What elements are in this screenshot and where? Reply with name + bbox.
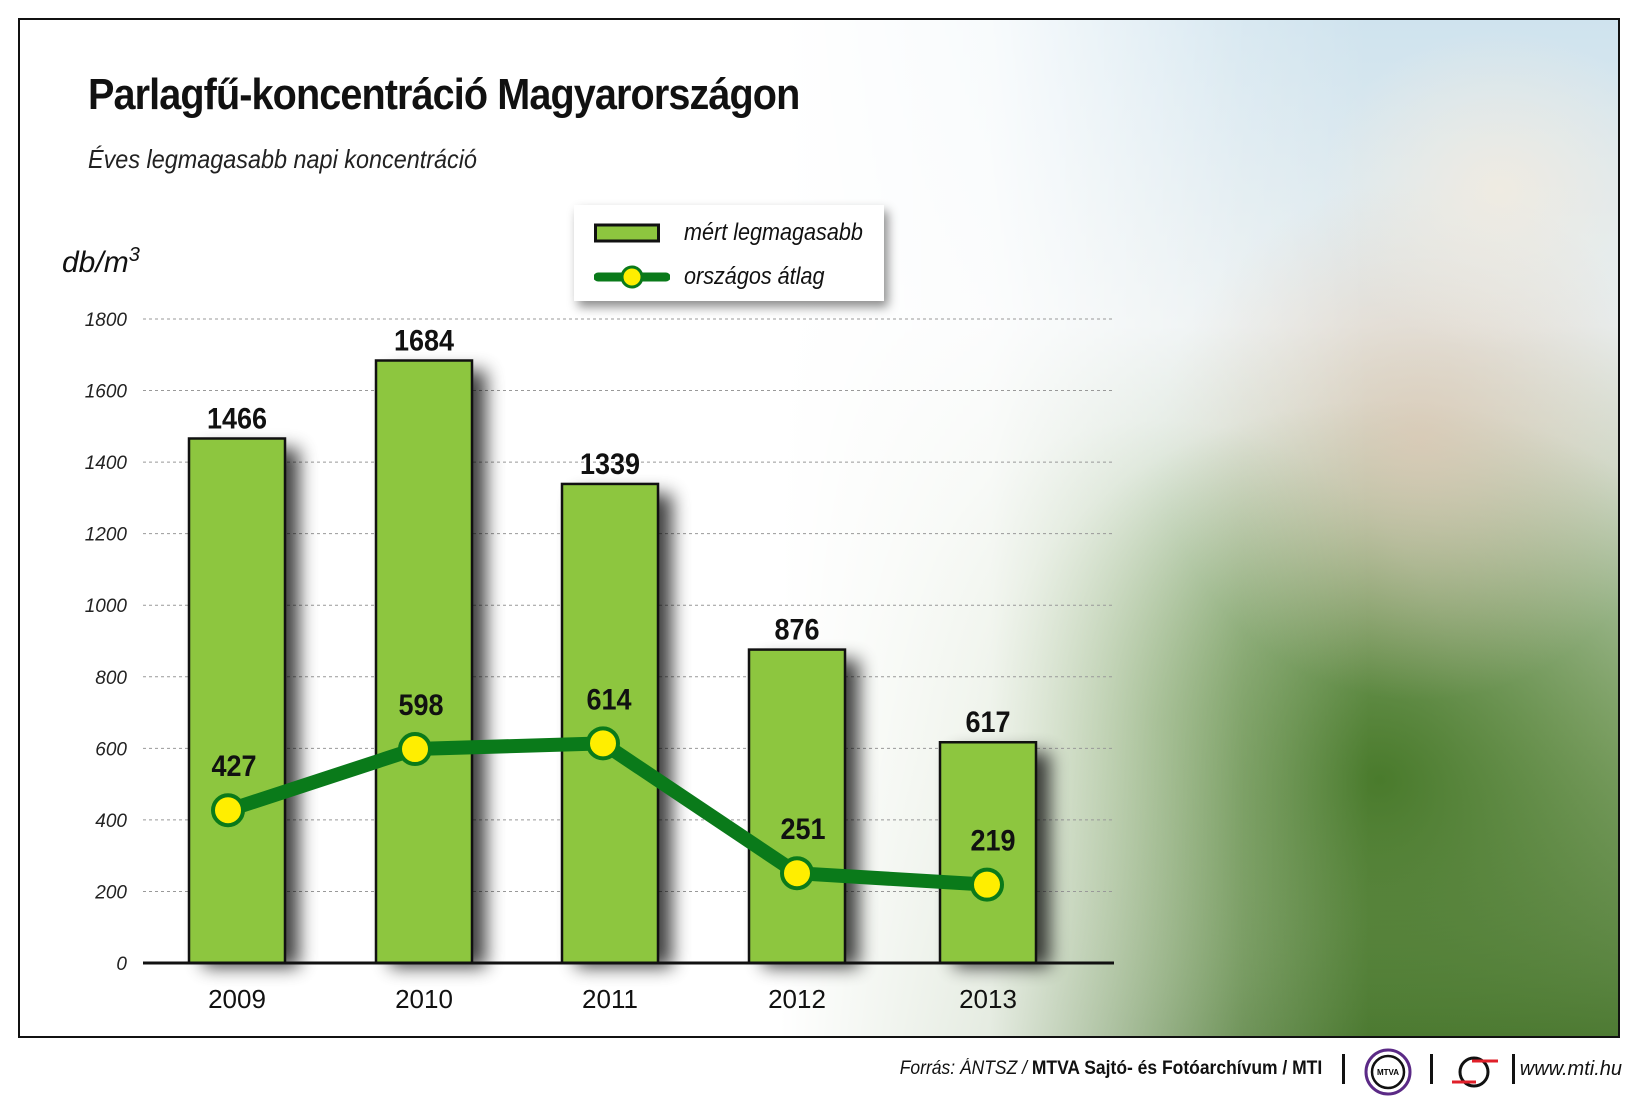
- legend-bar-swatch: [594, 223, 660, 243]
- line-value-label: 251: [780, 813, 825, 847]
- x-tick-label: 2012: [768, 984, 826, 1014]
- website-url: www.mti.hu: [1519, 1058, 1622, 1080]
- legend-label: országos átlag: [684, 263, 825, 290]
- legend: mért legmagasabb országos átlag: [574, 205, 884, 301]
- legend-line-swatch: [594, 265, 670, 289]
- y-tick-label: 1800: [85, 310, 128, 331]
- y-tick-label: 1600: [85, 382, 128, 403]
- mtva-logo-text: MTVA: [1377, 1068, 1399, 1077]
- bar-value-label: 876: [774, 613, 819, 647]
- x-tick-label: 2011: [582, 984, 638, 1014]
- x-tick-label: 2009: [208, 984, 266, 1014]
- y-axis-label: db/m3: [62, 244, 140, 280]
- legend-item-line: országos átlag: [594, 263, 840, 291]
- source-credit: MTVA Sajtó- és Fotóarchívum / MTI: [1031, 1058, 1322, 1079]
- y-tick-label: 400: [95, 811, 127, 832]
- footer: Forrás: ÁNTSZ / MTVA Sajtó- és Fotóarchí…: [0, 1048, 1640, 1096]
- bar-value-label: 1466: [207, 402, 267, 436]
- infographic-frame: [18, 18, 1620, 1038]
- legend-label: mért legmagasabb: [684, 219, 863, 246]
- bar: [747, 648, 847, 965]
- mti-logo-icon: [1452, 1056, 1498, 1088]
- y-tick-label: 800: [95, 668, 127, 689]
- line-marker: [398, 732, 432, 767]
- x-tick-label: 2013: [959, 984, 1017, 1014]
- y-tick-label: 1400: [85, 453, 128, 474]
- photo-fade: [780, 20, 1618, 1036]
- y-tick-label: 600: [95, 739, 127, 760]
- bar: [560, 482, 660, 965]
- chart-title: Parlagfű-koncentráció Magyarországon: [88, 70, 800, 119]
- legend-item-bar: mért legmagasabb: [594, 219, 883, 247]
- line-marker: [586, 726, 620, 761]
- y-tick-label: 200: [94, 882, 127, 903]
- bar-value-label: 617: [965, 706, 1010, 740]
- source-prefix: Forrás: ÁNTSZ /: [899, 1058, 1032, 1079]
- line-value-label: 219: [970, 824, 1015, 858]
- x-tick-label: 2010: [395, 984, 453, 1014]
- line-marker: [970, 867, 1004, 902]
- separator: [1430, 1054, 1433, 1084]
- line-value-label: 598: [398, 689, 443, 723]
- y-tick-label: 1200: [85, 525, 128, 546]
- line-value-label: 427: [211, 750, 256, 784]
- y-tick-label: 1000: [85, 596, 128, 617]
- source-text: Forrás: ÁNTSZ / MTVA Sajtó- és Fotóarchí…: [900, 1058, 1322, 1080]
- y-axis-unit: db/m: [62, 246, 129, 279]
- bar-value-label: 1684: [394, 324, 454, 358]
- bar: [187, 437, 287, 965]
- mtva-logo: MTVA: [1364, 1048, 1412, 1096]
- line-value-label: 614: [586, 683, 631, 717]
- line-marker: [211, 793, 245, 828]
- bar: [374, 359, 474, 965]
- y-tick-label: 0: [116, 954, 127, 975]
- line-marker: [780, 856, 814, 891]
- separator: [1512, 1054, 1515, 1084]
- bar-value-label: 1339: [580, 448, 640, 482]
- separator: [1342, 1054, 1345, 1084]
- chart-subtitle: Éves legmagasabb napi koncentráció: [88, 144, 477, 174]
- y-axis-unit-exponent: 3: [128, 244, 140, 266]
